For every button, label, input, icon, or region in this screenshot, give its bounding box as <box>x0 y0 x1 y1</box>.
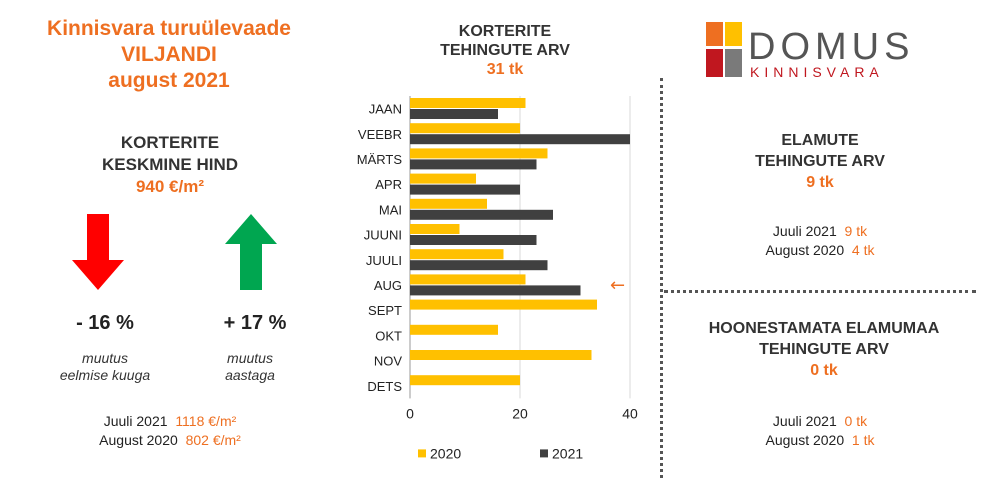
apartment-deals-heading: KORTERITE TEHINGUTE ARV 31 tk <box>405 22 605 79</box>
land-cmp-value-2: 1 tk <box>851 432 875 448</box>
apartment-price-heading: KORTERITE KESKMINE HIND 940 €/m² <box>60 132 280 198</box>
category-label: APR <box>375 177 402 192</box>
price-value: 940 €/m² <box>135 177 205 196</box>
category-label: VEEBR <box>358 127 402 142</box>
price-cmp-row-2: August 2020 802 €/m² <box>55 431 285 450</box>
bar-2021-juuli <box>410 260 548 271</box>
bar-2020-mai <box>410 198 487 209</box>
title-line-3: august 2021 <box>108 69 230 92</box>
bar-2021-juuni <box>410 235 537 245</box>
price-heading-line-1: KORTERITE <box>120 133 220 152</box>
land-cmp-row-1: Juuli 2021 0 tk <box>720 412 920 431</box>
land-heading-line-1: HOONESTAMATA ELAMUMAA <box>708 320 940 337</box>
change-year-value: + 17 % <box>223 312 287 334</box>
houses-heading-line-2: TEHINGUTE ARV <box>755 153 885 170</box>
price-cmp-row-1: Juuli 2021 1118 €/m² <box>55 412 285 431</box>
category-label: SEPT <box>368 303 402 318</box>
x-tick-label: 20 <box>512 405 528 421</box>
price-cmp-value-2: 802 €/m² <box>185 432 241 448</box>
change-year-note: muutus aastaga <box>195 350 305 384</box>
houses-cmp-label-2: August 2020 <box>765 242 845 258</box>
category-label: MAI <box>379 202 402 217</box>
bar-2021-mai <box>410 209 553 220</box>
category-label: JUUNI <box>364 228 402 243</box>
logo-sub: KINNISVARA <box>750 64 884 80</box>
houses-deals-heading: ELAMUTE TEHINGUTE ARV 9 tk <box>680 130 960 193</box>
land-cmp-label-2: August 2020 <box>765 432 845 448</box>
category-label: MÄRTS <box>357 152 403 167</box>
report-title: Kinnisvara turuülevaade VILJANDI august … <box>10 16 328 94</box>
domus-logo: DOMUS KINNISVARA <box>706 22 914 80</box>
deals-heading-line-2: TEHINGUTE ARV <box>440 42 570 59</box>
land-value: 0 tk <box>810 362 838 379</box>
price-cmp-label-2: August 2020 <box>99 432 178 448</box>
price-comparison: Juuli 2021 1118 €/m² August 2020 802 €/m… <box>55 412 285 450</box>
change-month-note-line-2: eelmise kuuga <box>59 367 151 383</box>
legend-swatch-2020 <box>418 449 426 458</box>
change-month-note-line-1: muutus <box>82 350 128 366</box>
bar-2020-veebr <box>410 123 520 134</box>
bar-2020-aug <box>410 274 526 285</box>
houses-cmp-value-1: 9 tk <box>844 223 868 239</box>
bar-2020-märts <box>410 148 548 159</box>
bar-2021-aug <box>410 285 581 296</box>
x-tick-label: 0 <box>406 405 414 421</box>
houses-heading-line-1: ELAMUTE <box>781 132 859 149</box>
title-line-2: VILJANDI <box>121 43 217 66</box>
bar-2020-okt <box>410 324 498 335</box>
land-cmp-value-1: 0 tk <box>844 413 868 429</box>
legend-label-2021: 2021 <box>552 445 583 461</box>
deals-value: 31 tk <box>486 61 524 78</box>
land-heading-line-2: TEHINGUTE ARV <box>759 341 889 358</box>
down-arrow-icon <box>72 214 124 290</box>
change-year-note-line-2: aastaga <box>225 367 275 383</box>
change-year-note-line-1: muutus <box>227 350 273 366</box>
annotation-arrow-icon: ← <box>610 275 625 296</box>
price-cmp-label-1: Juuli 2021 <box>103 413 168 429</box>
horizontal-divider <box>664 290 976 293</box>
apartment-deals-chart: 0 20 40 JAAN VEEBR MÄRTS APR MAI JUUNI JUULI AUG SE… <box>357 96 638 461</box>
bar-2021-apr <box>410 184 520 195</box>
houses-cmp-row-2: August 2020 4 tk <box>720 241 920 260</box>
bar-2021-veebr <box>410 134 630 145</box>
category-label: OKT <box>375 328 402 343</box>
land-cmp-label-1: Juuli 2021 <box>772 413 837 429</box>
legend-label-2020: 2020 <box>430 445 461 461</box>
houses-cmp-row-1: Juuli 2021 9 tk <box>720 222 920 241</box>
bar-2020-apr <box>410 173 476 184</box>
bar-2020-jaan <box>410 98 526 108</box>
land-comparison: Juuli 2021 0 tk August 2020 1 tk <box>720 412 920 450</box>
houses-cmp-label-1: Juuli 2021 <box>772 223 837 239</box>
bar-2021-märts <box>410 159 537 170</box>
houses-comparison: Juuli 2021 9 tk August 2020 4 tk <box>720 222 920 260</box>
category-label: AUG <box>374 278 402 293</box>
category-label: JAAN <box>369 102 402 117</box>
price-cmp-value-1: 1118 €/m² <box>175 413 237 429</box>
vertical-divider <box>660 78 663 478</box>
change-month-value: - 16 % <box>76 312 134 334</box>
category-label: DETS <box>367 379 402 394</box>
price-heading-line-2: KESKMINE HIND <box>101 155 238 174</box>
title-line-1: Kinnisvara turuülevaade <box>47 17 291 40</box>
land-deals-heading: HOONESTAMATA ELAMUMAA TEHINGUTE ARV 0 tk <box>674 318 974 381</box>
bar-2020-juuni <box>410 224 460 234</box>
bar-2020-sept <box>410 299 597 310</box>
category-label: NOV <box>374 354 403 369</box>
houses-cmp-value-2: 4 tk <box>851 242 875 258</box>
category-label: JUULI <box>366 253 402 268</box>
logo-name: DOMUS <box>748 26 914 68</box>
bar-2020-dets <box>410 375 520 386</box>
bar-2020-nov <box>410 350 592 360</box>
x-tick-label: 40 <box>622 405 638 421</box>
deals-heading-line-1: KORTERITE <box>458 23 552 40</box>
change-month-note: muutus eelmise kuuga <box>30 350 180 384</box>
houses-value: 9 tk <box>806 174 834 191</box>
legend-swatch-2021 <box>540 449 548 458</box>
bar-2021-jaan <box>410 109 498 119</box>
bar-2020-juuli <box>410 249 504 260</box>
land-cmp-row-2: August 2020 1 tk <box>720 431 920 450</box>
up-arrow-icon <box>225 214 277 290</box>
